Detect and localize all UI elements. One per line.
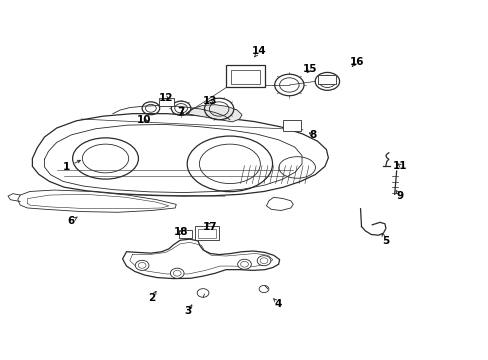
Text: 14: 14: [251, 46, 266, 56]
Text: 15: 15: [303, 64, 317, 74]
Text: 17: 17: [203, 222, 217, 231]
Text: 6: 6: [68, 216, 75, 226]
Circle shape: [135, 260, 149, 270]
Circle shape: [237, 259, 251, 269]
Polygon shape: [18, 190, 176, 212]
Circle shape: [197, 289, 208, 297]
Text: 7: 7: [177, 107, 184, 117]
Text: 9: 9: [396, 191, 403, 201]
Circle shape: [257, 256, 270, 266]
FancyBboxPatch shape: [317, 75, 335, 84]
Text: 4: 4: [274, 299, 282, 309]
Circle shape: [170, 268, 183, 278]
Text: 13: 13: [203, 96, 217, 106]
Text: 2: 2: [148, 293, 155, 303]
FancyBboxPatch shape: [282, 120, 301, 131]
Text: 5: 5: [382, 236, 389, 246]
Text: 8: 8: [308, 130, 316, 140]
Text: 18: 18: [174, 227, 188, 237]
Text: 3: 3: [184, 306, 192, 316]
Polygon shape: [185, 105, 242, 122]
FancyBboxPatch shape: [194, 226, 219, 240]
Text: 11: 11: [392, 161, 407, 171]
Text: 16: 16: [349, 57, 363, 67]
Text: 10: 10: [137, 115, 151, 125]
Text: 12: 12: [159, 93, 173, 103]
Polygon shape: [266, 197, 293, 211]
FancyBboxPatch shape: [159, 98, 173, 106]
Text: 1: 1: [63, 162, 70, 172]
FancyBboxPatch shape: [178, 230, 192, 238]
Polygon shape: [122, 239, 279, 279]
Circle shape: [259, 285, 268, 293]
FancyBboxPatch shape: [226, 65, 264, 87]
Polygon shape: [32, 114, 328, 196]
